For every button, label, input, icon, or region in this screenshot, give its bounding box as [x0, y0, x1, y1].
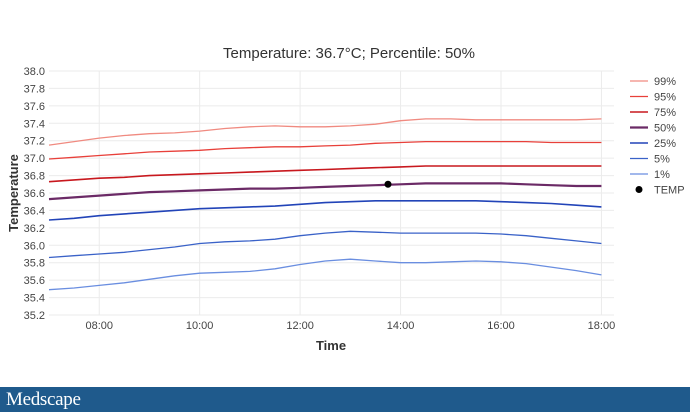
- legend-label: 75%: [654, 107, 676, 119]
- x-axis-ticks: 08:00 10:00 12:00 14:00 16:00 18:00: [85, 320, 615, 332]
- temp-point: [384, 180, 392, 188]
- legend-label: 25%: [654, 138, 676, 150]
- y-tick-label: 37.0: [24, 153, 45, 165]
- y-tick-label: 37.6: [24, 101, 45, 113]
- x-tick-label: 10:00: [186, 320, 214, 332]
- series-line-75pct: [48, 165, 602, 183]
- legend-label: 99%: [654, 76, 676, 88]
- x-tick-label: 16:00: [487, 320, 515, 332]
- legend-label: 50%: [654, 123, 676, 135]
- legend-label: TEMP: [654, 185, 685, 197]
- legend-label: 5%: [654, 154, 670, 166]
- y-tick-label: 37.2: [24, 136, 45, 148]
- y-tick-label: 36.8: [24, 171, 45, 183]
- y-axis-ticks: 35.2 35.4 35.6 35.8 36.0 36.2 36.4 36.6 36.8 37.0…: [24, 66, 45, 322]
- grid-lines: [49, 70, 614, 316]
- y-tick-label: 36.4: [24, 205, 45, 217]
- chart-title: Temperature: 36.7°C; Percentile: 50%: [223, 45, 475, 62]
- y-tick-label: 38.0: [24, 66, 45, 78]
- y-tick-label: 35.8: [24, 258, 45, 270]
- y-tick-label: 36.2: [24, 223, 45, 235]
- legend: 99% 95% 75% 50% 25% 5% 1% TEMP: [630, 76, 685, 197]
- legend-label: 1%: [654, 169, 670, 181]
- series-line-95pct: [48, 140, 602, 160]
- line-chart: 35.2 35.4 35.6 35.8 36.0 36.2 36.4 36.6 36.8 37.0…: [6, 45, 685, 353]
- y-tick-label: 35.6: [24, 275, 45, 287]
- footer-bar: Medscape: [0, 387, 690, 412]
- x-axis-label: Time: [316, 338, 346, 353]
- x-tick-label: 12:00: [286, 320, 314, 332]
- x-tick-label: 18:00: [588, 320, 616, 332]
- temp-point-layer: [384, 180, 392, 188]
- series-line-99pct: [48, 118, 602, 146]
- y-tick-label: 36.6: [24, 188, 45, 200]
- y-tick-label: 36.0: [24, 240, 45, 252]
- series-line-50pct: [48, 182, 602, 201]
- legend-label: 95%: [654, 92, 676, 104]
- y-tick-label: 35.2: [24, 310, 45, 322]
- series-line-1pct: [48, 258, 602, 291]
- x-tick-label: 14:00: [387, 320, 415, 332]
- y-axis-label: Temperature: [6, 154, 21, 232]
- legend-swatch: [635, 186, 643, 193]
- series-lines: [48, 118, 602, 291]
- series-line-5pct: [48, 230, 602, 259]
- series-line-25pct: [48, 200, 602, 221]
- y-tick-label: 37.4: [24, 118, 45, 130]
- y-tick-label: 37.8: [24, 83, 45, 95]
- medscape-logo: Medscape: [6, 389, 81, 410]
- y-tick-label: 35.4: [24, 293, 45, 305]
- x-tick-label: 08:00: [85, 320, 113, 332]
